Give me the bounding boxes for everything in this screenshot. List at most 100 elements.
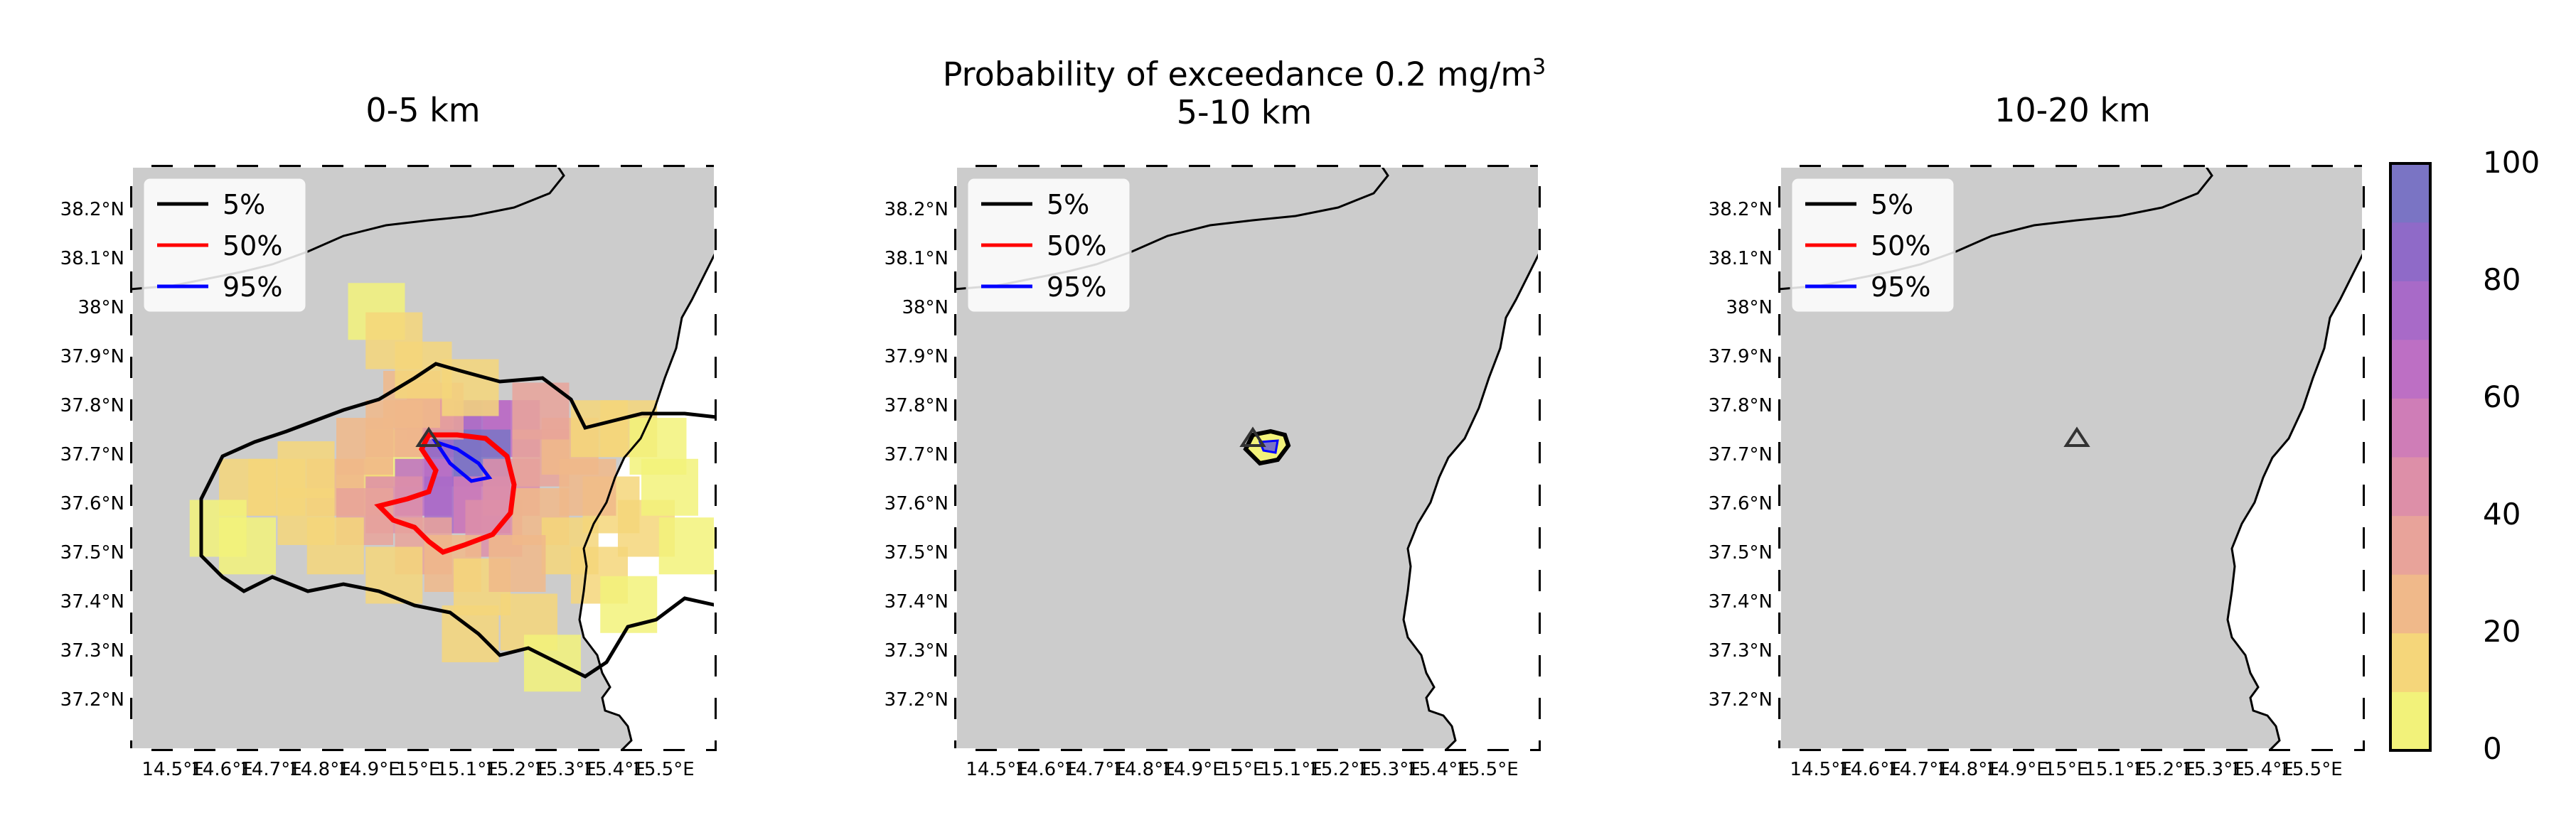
lon-tick-label: 15.1°E [2084,759,2147,780]
contour-50-percent [374,432,517,555]
probability-cell [600,576,658,633]
lat-tick-label: 37.9°N [60,346,124,367]
lon-tick-label: 14.7°E [1888,759,1950,780]
lat-tick-label: 37.9°N [1708,346,1773,367]
map-panel-10-20km: 5% 50% 95% [1778,165,2365,751]
lat-tick-label: 37.7°N [884,444,948,465]
colorbar-segment [2390,515,2430,575]
lon-tick-label: 15°E [2043,759,2089,780]
lat-tick-label: 38.1°N [884,248,948,269]
lon-tick-label: 14.9°E [1162,759,1224,780]
lon-tick-label: 15.5°E [1456,759,1519,780]
lon-tick-label: 15°E [395,759,441,780]
colorbar-segment [2390,574,2430,634]
lat-tick-label: 37.4°N [1708,591,1773,613]
colorbar [2389,162,2432,752]
lon-tick-label: 14.6°E [1839,759,1901,780]
legend-box [966,176,1132,314]
lon-tick-label: 15°E [1219,759,1265,780]
volcano-marker [1239,426,1266,447]
lat-tick-label: 37.2°N [60,689,124,711]
legend-label: 95% [223,271,282,303]
lat-tick-label: 37.6°N [60,493,124,514]
probability-cell [488,535,546,592]
legend-box [141,176,308,314]
probability-field [189,283,716,692]
lon-tick-label: 14.8°E [1937,759,1999,780]
lat-tick-label: 38°N [902,297,948,318]
colorbar-segment [2390,281,2430,340]
lat-tick-label: 37.6°N [884,493,948,514]
lon-tick-label: 15.3°E [2182,759,2245,780]
colorbar-segment [2390,691,2430,751]
lon-tick-label: 14.8°E [289,759,351,780]
lon-tick-label: 15.4°E [1407,759,1470,780]
lon-tick-label: 15.1°E [1260,759,1322,780]
contour-95-percent [1258,439,1279,454]
probability-cell [365,546,423,604]
contour-5-percent [199,362,717,679]
lon-tick-label: 15.3°E [534,759,597,780]
lon-tick-label: 14.5°E [141,759,204,780]
panel-title-1: 0-5 km [365,91,481,129]
lat-tick-label: 37.5°N [60,542,124,564]
contour-95-percent [431,438,493,483]
lat-tick-label: 37.6°N [1708,493,1773,514]
colorbar-tick-label: 40 [2483,497,2521,532]
lon-tick-label: 14.6°E [191,759,253,780]
volcano-marker [415,426,442,447]
lon-tick-label: 15.4°E [583,759,646,780]
colorbar-tick-label: 60 [2483,379,2521,414]
lon-tick-label: 15.1°E [436,759,498,780]
coastline-east [2226,249,2365,751]
legend-label: 95% [1047,271,1106,303]
lat-tick-label: 37.2°N [884,689,948,711]
legend-label: 50% [1047,230,1106,261]
lat-tick-label: 37.5°N [884,542,948,564]
probability-cell [189,500,247,557]
lat-tick-label: 38.2°N [60,199,124,220]
lat-tick-label: 37.8°N [884,395,948,416]
lat-tick-label: 38°N [78,297,124,318]
lat-tick-label: 37.8°N [1708,395,1773,416]
colorbar-segment [2390,339,2430,399]
probability-cell [336,418,393,475]
probability-cell [559,458,616,516]
panel-title-3: 10-20 km [1994,91,2151,129]
lat-tick-label: 37.2°N [1708,689,1773,711]
colorbar-tick-label: 80 [2483,262,2521,297]
lat-tick-label: 37.9°N [884,346,948,367]
colorbar-segment [2390,398,2430,458]
colorbar-segment [2390,457,2430,517]
legend-label: 50% [223,230,282,261]
lat-tick-label: 38.2°N [884,199,948,220]
colorbar-segment [2390,222,2430,281]
lon-tick-label: 14.5°E [966,759,1028,780]
legend-label: 50% [1871,230,1930,261]
colorbar-frame [2389,162,2432,752]
lon-tick-label: 14.8°E [1113,759,1175,780]
lat-tick-label: 38°N [1726,297,1773,318]
lat-tick-label: 37.8°N [60,395,124,416]
legend-box [1790,176,1956,314]
legend: 5% 50% 95% [966,176,1132,314]
lat-tick-label: 37.3°N [1708,640,1773,662]
lon-tick-label: 15.2°E [2133,759,2196,780]
lon-tick-label: 15.5°E [2280,759,2343,780]
colorbar-tick-label: 0 [2483,731,2502,766]
legend-label: 5% [223,189,265,220]
lat-tick-label: 38.1°N [1708,248,1773,269]
lat-tick-label: 37.3°N [884,640,948,662]
lat-tick-label: 37.7°N [60,444,124,465]
lon-tick-label: 14.7°E [240,759,302,780]
lon-tick-label: 15.2°E [1309,759,1372,780]
map-panel-5-10km: 5% 50% 95% [954,165,1541,751]
probability-cell [658,517,716,575]
map-panel-0-5km: 5% 50% 95% [130,165,717,751]
lon-tick-label: 14.9°E [1986,759,2048,780]
lon-tick-label: 15.5°E [632,759,695,780]
colorbar-tick-label: 20 [2483,614,2521,649]
coastline-east [578,249,717,751]
lon-tick-label: 14.9°E [338,759,400,780]
colorbar-tick-label: 100 [2483,145,2540,180]
